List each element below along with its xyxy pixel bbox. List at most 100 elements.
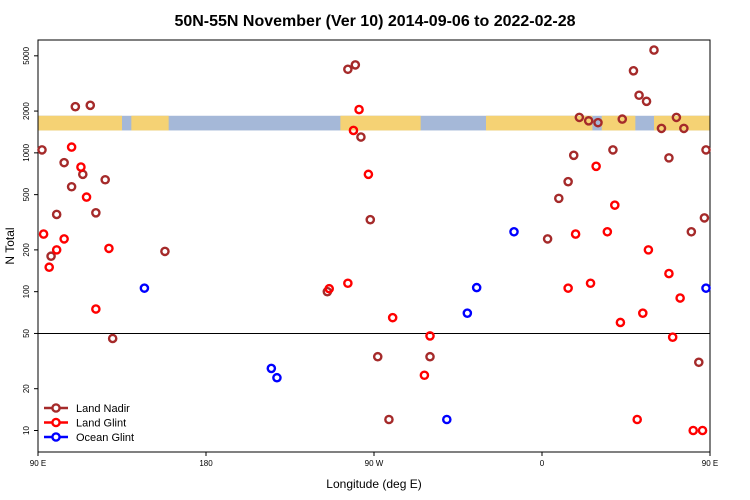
- land-nadir-point: [608, 145, 618, 155]
- land-nadir-point: [542, 234, 553, 244]
- land-glint-point: [664, 268, 674, 279]
- land-nadir-point: [356, 132, 366, 142]
- land-nadir-point: [679, 123, 689, 134]
- land-glint-point: [675, 293, 685, 303]
- ocean-glint-point: [471, 282, 482, 293]
- land-glint-point: [76, 162, 86, 172]
- land-nadir-point: [100, 174, 110, 185]
- legend-label: Ocean Glint: [76, 432, 134, 444]
- land-nadir-point: [664, 153, 674, 163]
- land-nadir-point: [343, 64, 353, 75]
- x-tick-label: 90 W: [365, 459, 384, 468]
- land-nadir-point: [425, 351, 435, 362]
- y-tick-label: 20: [22, 384, 31, 393]
- land-glint-point: [688, 425, 699, 436]
- y-tick-label: 1000: [22, 143, 31, 161]
- land-strip-segment: [486, 115, 593, 131]
- legend-label: Land Glint: [76, 418, 126, 430]
- land-glint-point: [643, 245, 654, 255]
- land-strip-segment: [131, 115, 169, 131]
- x-tick-label: 90 E: [30, 459, 46, 468]
- land-glint-point: [104, 243, 114, 254]
- land-glint-point: [363, 169, 374, 180]
- chart-title: 50N-55N November (Ver 10) 2014-09-06 to …: [174, 13, 575, 30]
- land-glint-point: [387, 312, 398, 323]
- y-tick-label: 5000: [22, 46, 31, 64]
- land-glint-point: [638, 308, 648, 318]
- land-glint-point: [632, 414, 643, 425]
- land-glint-point: [348, 125, 359, 136]
- land-glint-point: [44, 262, 55, 273]
- land-ocean-strip: [38, 115, 710, 131]
- land-nadir-point: [37, 145, 47, 155]
- land-nadir-point: [641, 96, 652, 107]
- land-glint-point: [667, 332, 678, 342]
- axes: 90 E 180 90 W 0 90 E 10 20 50 100 200 500 1000 2000 5…: [22, 46, 718, 468]
- land-strip-segment: [654, 115, 710, 131]
- land-nadir-point: [568, 150, 579, 161]
- land-strip-segment: [340, 115, 421, 131]
- x-axis-label: Longitude (deg E): [326, 477, 421, 491]
- land-nadir-point: [554, 193, 564, 204]
- land-glint-point: [697, 425, 708, 436]
- land-nadir-point: [671, 112, 682, 123]
- land-glint-point: [570, 229, 581, 239]
- land-nadir-point: [617, 114, 628, 124]
- land-nadir-point: [350, 60, 361, 70]
- land-strip-segment: [38, 115, 122, 131]
- ocean-glint-point: [701, 283, 711, 293]
- ocean-glint-point: [441, 414, 452, 425]
- legend-marker: [51, 432, 61, 442]
- ocean-glint-point: [272, 372, 282, 383]
- land-glint-point: [615, 317, 626, 328]
- land-glint-point: [51, 245, 62, 255]
- y-axis-label: N Total: [3, 227, 17, 264]
- legend-marker: [51, 403, 61, 413]
- land-nadir-point: [51, 209, 62, 220]
- ocean-glint-point: [509, 226, 519, 237]
- y-tick-label: 200: [22, 243, 31, 257]
- ocean-glint-point: [462, 308, 473, 318]
- land-nadir-point: [593, 117, 603, 128]
- land-glint-point: [602, 226, 613, 237]
- land-glint-point: [343, 278, 353, 289]
- x-tick-label: 0: [540, 459, 545, 468]
- data-points: [37, 45, 711, 436]
- land-nadir-point: [78, 169, 88, 180]
- land-glint-point: [585, 278, 596, 289]
- land-glint-point: [610, 200, 620, 210]
- land-glint-point: [91, 304, 101, 314]
- legend-marker: [51, 417, 61, 428]
- land-nadir-point: [628, 65, 639, 76]
- land-nadir-point: [634, 90, 644, 101]
- ocean-glint-point: [139, 283, 150, 293]
- land-nadir-point: [701, 145, 711, 155]
- land-nadir-point: [656, 123, 667, 134]
- ocean-glint-point: [266, 363, 277, 374]
- legend-label: Land Nadir: [76, 403, 130, 415]
- land-nadir-point: [59, 157, 69, 168]
- land-nadir-point: [384, 414, 394, 425]
- land-glint-point: [59, 234, 69, 244]
- land-nadir-point: [85, 100, 96, 111]
- land-nadir-point: [649, 45, 659, 55]
- x-tick-label: 90 E: [702, 459, 718, 468]
- y-tick-label: 10: [22, 426, 31, 435]
- land-nadir-point: [46, 251, 56, 262]
- x-tick-label: 180: [199, 459, 213, 468]
- land-glint-point: [425, 331, 435, 341]
- land-nadir-point: [70, 101, 81, 112]
- legend: Land Nadir Land Glint Ocean Glint: [44, 403, 134, 444]
- y-tick-label: 100: [22, 284, 31, 298]
- land-nadir-point: [365, 214, 376, 225]
- land-nadir-point: [574, 112, 585, 123]
- land-glint-point: [419, 370, 430, 381]
- land-nadir-point: [563, 176, 573, 187]
- land-nadir-point: [583, 116, 594, 126]
- land-glint-point: [38, 229, 49, 239]
- land-glint-point: [324, 283, 335, 294]
- land-nadir-point: [66, 181, 77, 192]
- y-tick-label: 500: [22, 187, 31, 201]
- land-nadir-point: [91, 207, 101, 218]
